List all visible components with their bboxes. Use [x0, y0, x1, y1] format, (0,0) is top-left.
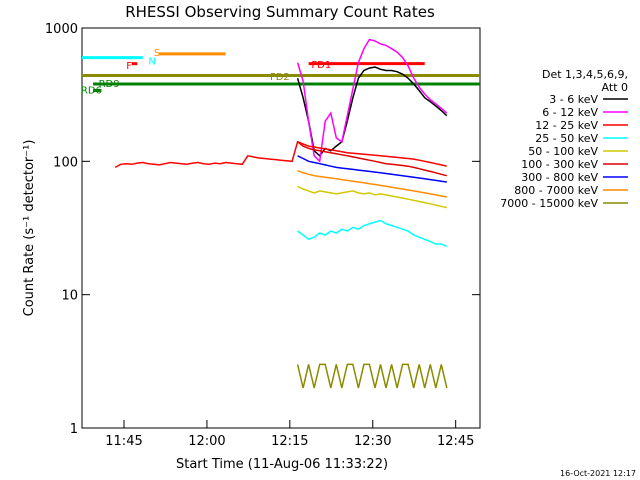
- legend-label-6: 300 - 800 keV: [521, 171, 598, 184]
- y-tick-label-1: 10: [61, 289, 78, 304]
- legend-label-1: 6 - 12 keV: [542, 106, 598, 119]
- series-line-2: [114, 140, 447, 169]
- series-layer: [114, 38, 448, 389]
- series-line-3: [297, 219, 448, 248]
- legend-label-8: 7000 - 15000 keV: [500, 197, 598, 210]
- chart-title: RHESSI Observing Summary Count Rates: [125, 3, 435, 21]
- timestamp: 16-Oct-2021 12:17: [560, 469, 636, 478]
- y-tick-label-2: 100: [53, 155, 78, 170]
- series-line-7: [297, 169, 447, 198]
- legend-label-0: 3 - 6 keV: [549, 93, 598, 106]
- x-axis-label: Start Time (11-Aug-06 11:33:22): [176, 457, 388, 472]
- series-line-8: [296, 363, 448, 389]
- flag-label-fd2: FD2: [270, 72, 290, 83]
- legend-header-1: Att 0: [602, 81, 628, 94]
- legend-label-7: 800 - 7000 keV: [514, 184, 598, 197]
- flag-label-fd1: FD1: [311, 60, 331, 71]
- flag-label-s: S: [154, 48, 160, 59]
- series-line-6: [297, 155, 447, 183]
- flag-label-rd6: RD6: [81, 85, 102, 96]
- y-tick-label-0: 1: [70, 422, 78, 437]
- legend-label-5: 100 - 300 keV: [521, 158, 598, 171]
- legend-label-4: 50 - 100 keV: [528, 145, 598, 158]
- y-axis-label: Count Rate (s⁻¹ detector⁻¹): [22, 140, 37, 317]
- series-line-0: [296, 66, 448, 157]
- x-tick-label-1: 12:00: [188, 434, 225, 449]
- y-tick-label-3: 1000: [45, 22, 78, 37]
- series-line-5: [297, 141, 447, 177]
- x-tick-label-4: 12:45: [437, 434, 474, 449]
- legend-label-2: 12 - 25 keV: [535, 119, 598, 132]
- flag-label-f: F: [126, 61, 132, 72]
- axes-layer: 1 10 100 1000 11:45 12:00 12:15 12:30 12:45: [45, 22, 480, 449]
- plot-frame: [81, 27, 481, 429]
- x-tick-label-2: 12:15: [271, 434, 308, 449]
- series-line-1: [296, 38, 448, 163]
- series-line-4: [297, 185, 447, 209]
- x-tick-label-3: 12:30: [354, 434, 391, 449]
- legend-label-3: 25 - 50 keV: [535, 132, 598, 145]
- legend-header-0: Det 1,3,4,5,6,9,: [542, 68, 628, 81]
- flag-label-n: N: [148, 57, 155, 68]
- flag-label-rd9: RD9: [99, 79, 120, 90]
- x-tick-label-0: 11:45: [105, 434, 142, 449]
